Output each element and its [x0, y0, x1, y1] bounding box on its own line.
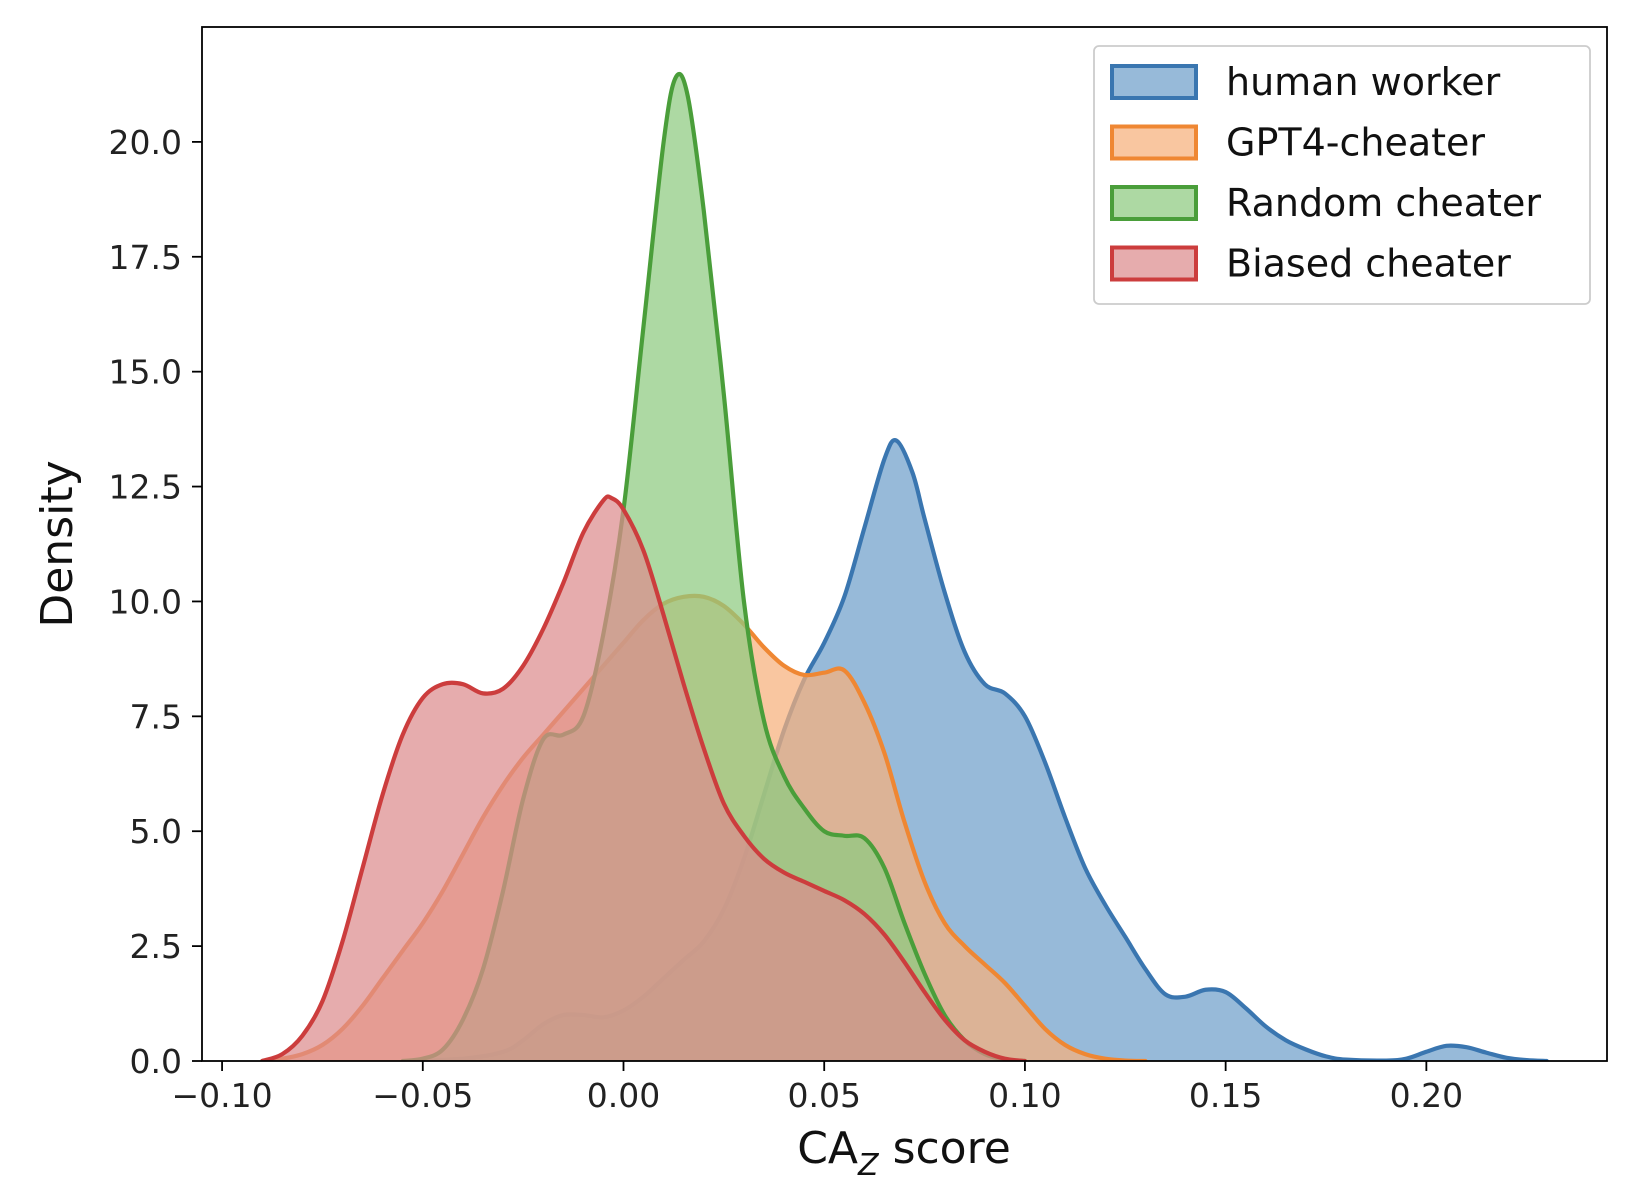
series-line-biased-cheater — [260, 494, 1028, 1061]
legend-item-random-cheater: Random cheater — [1110, 181, 1541, 225]
y-tick-label: 5.0 — [130, 812, 182, 851]
legend-label: Random cheater — [1226, 181, 1541, 225]
legend-item-human-worker: human worker — [1110, 60, 1501, 104]
series-biased-cheater — [260, 494, 1028, 1061]
y-tick-label: 20.0 — [109, 123, 182, 162]
y-tick-label: 10.0 — [109, 582, 182, 621]
x-tick-label: 0.15 — [1189, 1076, 1262, 1115]
y-tick-label: 7.5 — [130, 697, 182, 736]
x-tick-label: −0.05 — [372, 1076, 473, 1115]
y-tick-label: 15.0 — [109, 353, 182, 392]
legend-label: Biased cheater — [1226, 242, 1511, 286]
x-axis-label-rest: score — [879, 1123, 1011, 1174]
y-tick-label: 12.5 — [109, 468, 182, 507]
y-axis-label: Density — [32, 460, 83, 627]
y-axis-ticks: 0.0 2.5 5.0 7.5 10.0 12.5 15.0 17.5 20.0 — [109, 123, 202, 1081]
legend-swatch — [1110, 185, 1198, 221]
x-axis-ticks: −0.10 −0.05 0.00 0.05 0.10 0.15 0.20 — [172, 1061, 1463, 1115]
series-layer — [260, 71, 1549, 1061]
x-tick-label: 0.00 — [587, 1076, 660, 1115]
legend-frame — [1093, 45, 1591, 305]
x-tick-label: 0.20 — [1390, 1076, 1463, 1115]
legend-swatch — [1110, 124, 1198, 161]
x-tick-label: −0.10 — [172, 1076, 273, 1115]
series-area-biased-cheater — [262, 496, 1025, 1061]
series-area-human-worker — [402, 440, 1547, 1061]
y-tick-label: 17.5 — [109, 238, 182, 277]
legend-swatch — [1110, 64, 1198, 100]
legend-label: human worker — [1226, 60, 1501, 104]
legend: human worker GPT4-cheater Random cheater Bi… — [1093, 45, 1591, 305]
x-axis-label-subscript: Z — [857, 1148, 880, 1182]
legend-swatch — [1110, 245, 1198, 282]
plot-frame — [201, 26, 1608, 1062]
y-tick-label: 0.0 — [130, 1042, 182, 1081]
x-axis-label: CAZ score — [797, 1123, 1011, 1182]
legend-label: GPT4-cheater — [1226, 121, 1485, 165]
legend-item-biased-cheater: Biased cheater — [1110, 242, 1511, 286]
y-tick-label: 2.5 — [130, 927, 182, 966]
x-tick-label: 0.10 — [988, 1076, 1061, 1115]
legend-item-gpt4-cheater: GPT4-cheater — [1110, 121, 1485, 165]
x-axis-label-main: CA — [797, 1123, 858, 1174]
x-tick-label: 0.05 — [787, 1076, 860, 1115]
